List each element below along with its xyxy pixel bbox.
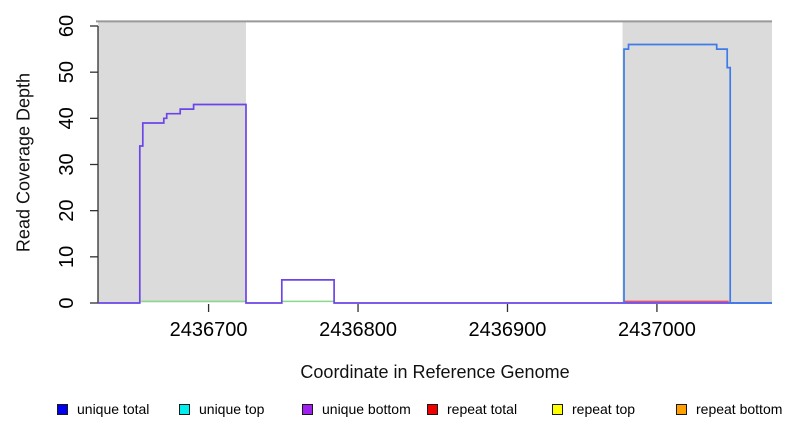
x-axis-title: Coordinate in Reference Genome [300,362,570,382]
x-tick-label: 2437000 [618,319,696,341]
series-purple-coverage-step-line [98,103,772,304]
y-tick-label: 0 [56,297,78,308]
y-axis-title: Read Coverage Depth [13,72,34,253]
y-tick-label: 60 [56,15,78,37]
series-blue-coverage-step-line [623,43,772,304]
y-tick-label: 40 [56,107,78,129]
highlight-left-alignment-region [98,20,246,303]
y-tick-label: 50 [56,61,78,83]
highlight-right-alignment-region [622,20,772,303]
y-tick-label: 30 [56,153,78,175]
x-tick-label: 2436900 [469,319,547,341]
y-tick-label: 10 [56,246,78,268]
x-tick-label: 2436700 [170,319,248,341]
x-tick-label: 2436800 [319,319,397,341]
y-tick-label: 20 [56,200,78,222]
